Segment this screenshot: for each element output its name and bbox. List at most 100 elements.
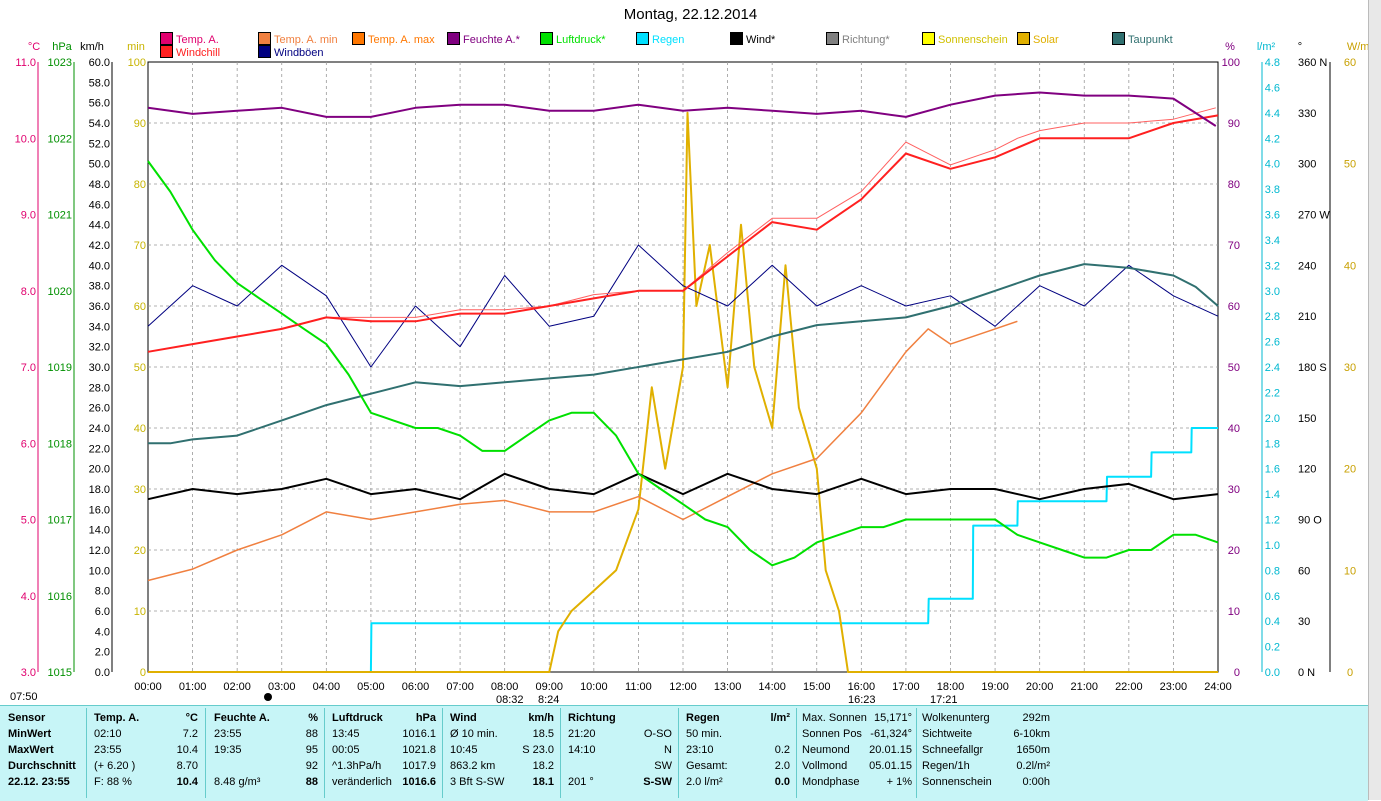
wind-axis-tick: 52.0 — [89, 138, 110, 150]
direction-axis-tick: 90 O — [1298, 515, 1322, 527]
series-solar — [148, 111, 1218, 673]
humidity-axis-tick: 60 — [1228, 301, 1240, 313]
rain-header: Regen — [686, 712, 720, 724]
press-max-value: 1021.8 — [402, 744, 436, 756]
wind-axis-tick: 34.0 — [89, 321, 110, 333]
sunshine-axis-tick: 100 — [128, 57, 146, 69]
x-tick: 23:00 — [1160, 681, 1188, 693]
direction-axis-tick: 360 N — [1298, 57, 1327, 69]
temp-delta: (+ 6.20 ) — [94, 760, 136, 772]
rain-axis-tick: 0.0 — [1265, 667, 1280, 679]
wind-axis-tick: 10.0 — [89, 565, 110, 577]
chart-svg: °C hPa km/h min% l/m² ° W/m² 11.0 10.0 9.0 8.0 7.0 6… — [10, 41, 1368, 705]
legend-swatch — [730, 32, 743, 45]
sunshine-axis-tick: 80 — [134, 179, 146, 191]
wind-day-avg: 18.2 — [532, 760, 554, 772]
direction-axis-tick: 300 — [1298, 159, 1316, 171]
rain-axis-tick: 0.4 — [1265, 616, 1280, 628]
sunshine-axis-tick: 70 — [134, 240, 146, 252]
hum-absolute: 8.48 g/m³ — [214, 776, 261, 788]
chart-title: Montag, 22.12.2014 — [623, 6, 758, 23]
rain-max-value: 0.2 — [774, 744, 790, 756]
wind-avg-value: 18.5 — [532, 728, 554, 740]
legend-label: Feuchte A.* — [463, 34, 520, 46]
x-tick: 17:00 — [892, 681, 920, 693]
solar-axis-tick: 20 — [1344, 464, 1356, 476]
axis-unit-temp: °C — [28, 41, 40, 53]
snowline-value: 1650m — [1016, 744, 1050, 756]
legend-item-12: Windchill — [160, 45, 220, 59]
legend-item-5: Luftdruck* — [540, 32, 606, 46]
temp-max-value: 10.4 — [176, 744, 198, 756]
wind-axis-tick: 58.0 — [89, 77, 110, 89]
legend-item-7: Wind* — [730, 32, 775, 46]
temp-axis-tick: 9.0 — [21, 210, 36, 222]
sunshine-axis-tick: 40 — [134, 423, 146, 435]
x-tick: 16:00 — [848, 681, 876, 693]
legend-item-8: Richtung* — [826, 32, 890, 46]
legend-swatch — [1017, 32, 1030, 45]
legend-swatch — [258, 45, 271, 58]
sunshine-axis-tick: 10 — [134, 606, 146, 618]
wind-axis-tick: 36.0 — [89, 301, 110, 313]
axis-unit-direction: ° — [1298, 41, 1302, 53]
wind-axis-tick: 42.0 — [89, 240, 110, 252]
rain-axis-tick: 0.6 — [1265, 591, 1280, 603]
press-min-value: 1016.1 — [402, 728, 436, 740]
humidity-axis-tick: 80 — [1228, 179, 1240, 191]
moon-icon — [264, 693, 272, 701]
rain-axis-tick: 4.0 — [1265, 159, 1280, 171]
humidity-column: Feuchte A.% 23:55 88 19:35 95 92 8.48 g/m³… — [214, 710, 318, 798]
wind-max-time: 10:45 — [450, 744, 478, 756]
x-tick: 05:00 — [357, 681, 385, 693]
legend-swatch — [258, 32, 271, 45]
x-tick: 06:00 — [402, 681, 430, 693]
legend-label: Temp. A. — [176, 34, 219, 46]
humidity-axis-tick: 100 — [1222, 57, 1240, 69]
dir-header: Richtung — [568, 712, 616, 724]
dir-current-value: S-SW — [643, 776, 672, 788]
legend-label: Temp. A. min — [274, 34, 338, 46]
rain-total-amount: 2.0 l/m² — [686, 776, 723, 788]
wind-axis-tick: 2.0 — [95, 647, 110, 659]
humidity-axis-tick: 0 — [1234, 667, 1240, 679]
rain-axis-tick: 1.2 — [1265, 515, 1280, 527]
legend-swatch — [826, 32, 839, 45]
series-taupunkt — [148, 263, 1219, 445]
rain-axis-tick: 3.6 — [1265, 210, 1280, 222]
wind-axis-tick: 44.0 — [89, 220, 110, 232]
press-current-value: 1016.6 — [402, 776, 436, 788]
rain-axis-tick: 2.0 — [1265, 413, 1280, 425]
x-tick: 13:00 — [714, 681, 742, 693]
series-windben — [147, 244, 1219, 368]
wind-axis-tick: 32.0 — [89, 342, 110, 354]
pressure-axis-tick: 1021 — [48, 210, 72, 222]
legend-item-11: Taupunkt — [1112, 32, 1173, 46]
direction-axis-tick: 120 — [1298, 464, 1316, 476]
minwert-label: MinWert — [8, 728, 52, 740]
hum-min-value: 88 — [305, 728, 318, 740]
solar-axis-tick: 10 — [1344, 565, 1356, 577]
sunshine-label: Sonnenschein — [922, 776, 992, 788]
hum-unit: % — [308, 712, 318, 724]
wind-current-value: 18.1 — [532, 776, 554, 788]
sunshine-axis-tick: 0 — [140, 667, 146, 679]
legend-swatch — [1112, 32, 1125, 45]
press-forecast: veränderlich — [332, 776, 392, 788]
pressure-axis-tick: 1015 — [48, 667, 72, 679]
legend-label: Luftdruck* — [556, 34, 606, 46]
wind-distance: 863.2 km — [450, 760, 496, 772]
pressure-axis-tick: 1018 — [48, 438, 72, 450]
x-tick: 20:00 — [1026, 681, 1054, 693]
direction-axis-tick: 330 — [1298, 108, 1316, 120]
legend-swatch — [160, 45, 173, 58]
rain-axis-tick: 1.0 — [1265, 540, 1280, 552]
solar-axis-tick: 50 — [1344, 159, 1356, 171]
rain-axis-tick: 0.2 — [1265, 642, 1280, 654]
temp-column: Temp. A. °C 02:10 7.2 23:55 10.4 (+ 6.20 ) 8… — [94, 710, 198, 798]
series-windchill — [147, 114, 1219, 353]
wind-axis-tick: 40.0 — [89, 260, 110, 272]
wind-axis-tick: 38.0 — [89, 281, 110, 293]
temp-avg-value: 8.70 — [176, 760, 198, 772]
wind-axis-tick: 4.0 — [95, 626, 110, 638]
